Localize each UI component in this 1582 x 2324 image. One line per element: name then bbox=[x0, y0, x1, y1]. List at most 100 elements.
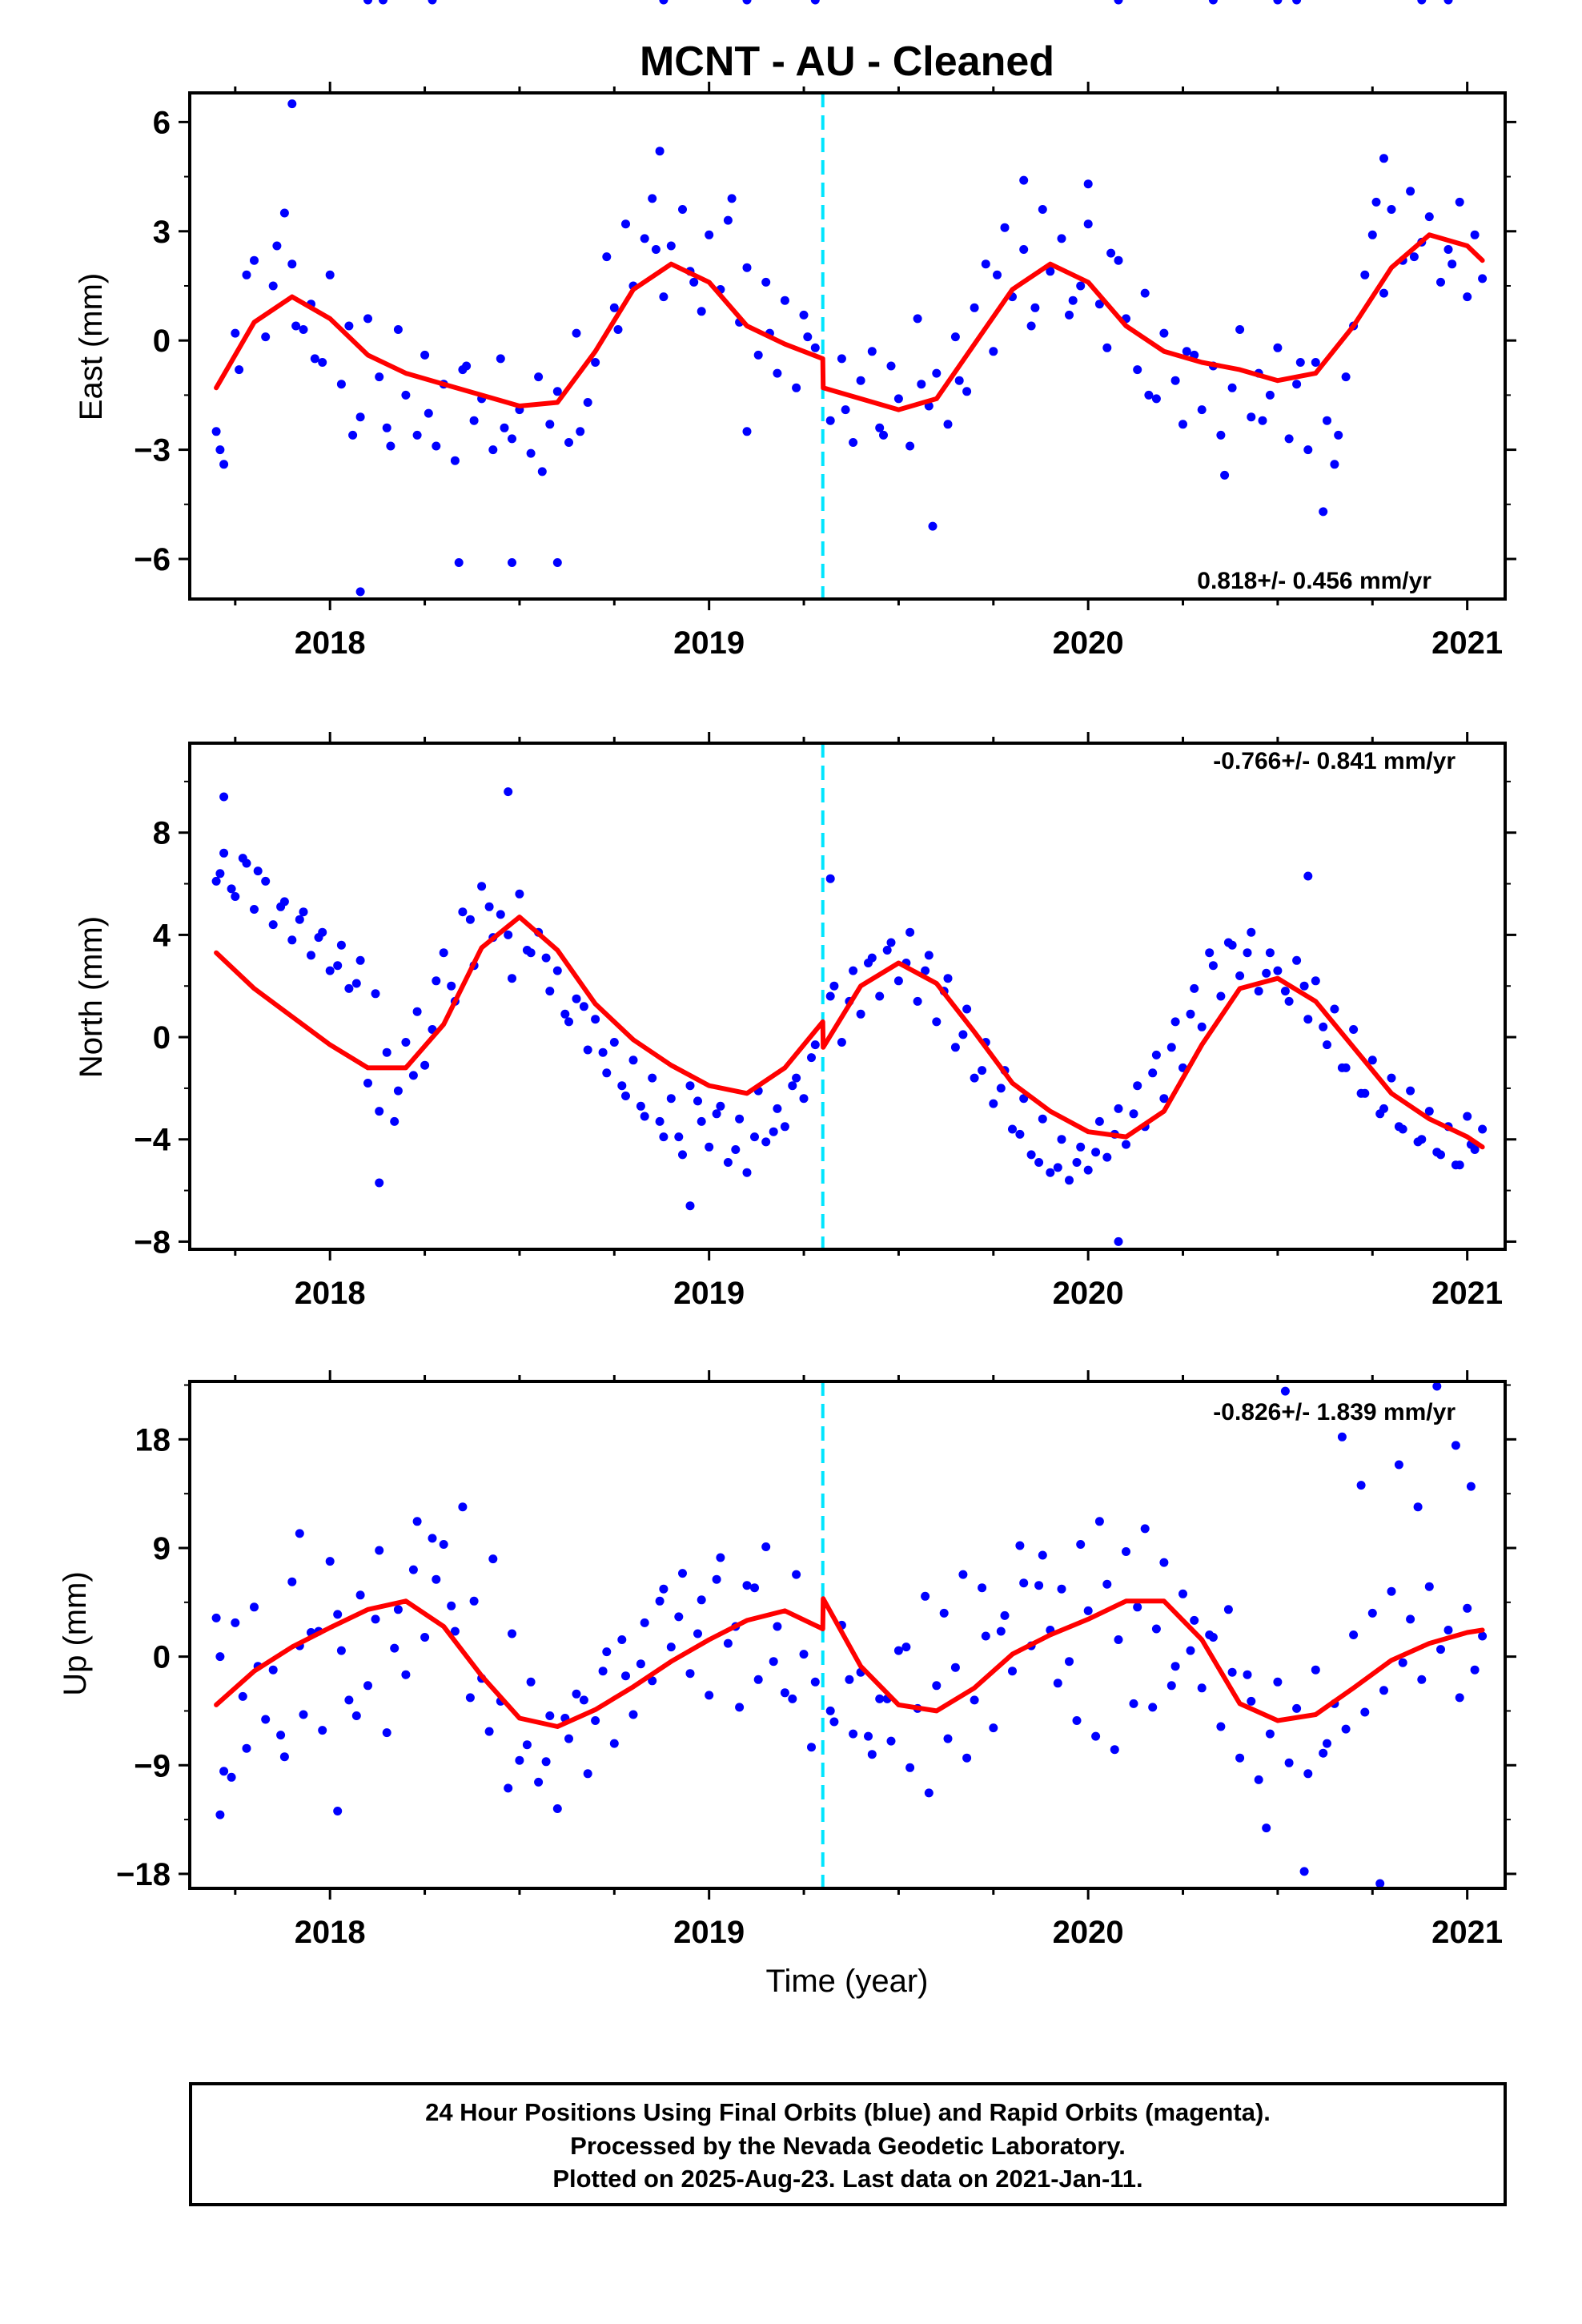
up-data-point bbox=[276, 1731, 286, 1740]
up-data-point bbox=[981, 1631, 990, 1641]
up-x-tick-label: 2019 bbox=[673, 1915, 745, 1950]
north-data-point bbox=[1330, 1004, 1339, 1014]
up-data-point bbox=[666, 1642, 676, 1652]
north-data-point bbox=[678, 1150, 687, 1160]
up-data-point bbox=[1394, 1460, 1403, 1470]
north-data-point bbox=[572, 994, 581, 1003]
up-data-point bbox=[1417, 0, 1427, 5]
north-data-point bbox=[636, 1101, 645, 1111]
north-data-point bbox=[515, 889, 524, 899]
east-data-point bbox=[552, 387, 562, 396]
east-data-point bbox=[1379, 154, 1388, 163]
east-data-point bbox=[1046, 267, 1055, 276]
north-data-point bbox=[579, 1002, 588, 1011]
north-data-point bbox=[950, 1043, 960, 1052]
east-data-point bbox=[761, 277, 771, 287]
north-data-point bbox=[693, 1096, 702, 1106]
east-x-tick-label: 2020 bbox=[1053, 625, 1124, 661]
east-data-point bbox=[1227, 383, 1237, 392]
east-data-point bbox=[875, 423, 885, 432]
x-axis-title: Time (year) bbox=[766, 1964, 929, 1999]
up-data-point bbox=[598, 1667, 608, 1676]
north-model-curve bbox=[214, 915, 1485, 1150]
north-data-point bbox=[1273, 966, 1283, 975]
north-data-point bbox=[1262, 968, 1271, 978]
up-data-point bbox=[1015, 1541, 1025, 1550]
up-data-point bbox=[450, 1626, 460, 1636]
east-data-point bbox=[678, 205, 687, 214]
east-data-point bbox=[1216, 430, 1226, 440]
east-data-point bbox=[526, 448, 536, 458]
east-data-point bbox=[1303, 445, 1313, 455]
east-data-point bbox=[879, 430, 888, 440]
north-data-point bbox=[1114, 1104, 1123, 1113]
up-data-point bbox=[1273, 1677, 1283, 1687]
up-data-point bbox=[901, 1642, 911, 1652]
north-data-point bbox=[268, 920, 278, 930]
north-data-point bbox=[219, 792, 229, 802]
east-data-point bbox=[613, 325, 623, 334]
east-data-point bbox=[462, 361, 472, 371]
up-data-point bbox=[355, 1590, 365, 1600]
east-x-tick-label: 2018 bbox=[295, 625, 366, 661]
east-data-point bbox=[1083, 179, 1093, 189]
east-data-point bbox=[773, 368, 782, 378]
east-data-point bbox=[1026, 321, 1036, 331]
north-data-point bbox=[1190, 983, 1199, 993]
up-data-point bbox=[761, 1542, 771, 1551]
up-data-point bbox=[363, 0, 372, 5]
up-data-point bbox=[541, 1757, 551, 1767]
up-data-point bbox=[845, 1675, 854, 1684]
east-data-point bbox=[424, 408, 433, 418]
north-data-point bbox=[545, 987, 555, 996]
east-data-point bbox=[1247, 412, 1256, 422]
east-data-point bbox=[913, 314, 922, 324]
up-data-point bbox=[1398, 1658, 1407, 1667]
footer-box: 24 Hour Positions Using Final Orbits (bl… bbox=[189, 2082, 1507, 2206]
east-data-point bbox=[1065, 310, 1074, 320]
up-data-point bbox=[825, 1706, 835, 1715]
north-data-point bbox=[628, 1055, 638, 1065]
east-data-point bbox=[363, 314, 372, 324]
east-data-point bbox=[412, 430, 422, 440]
north-data-point bbox=[375, 1178, 384, 1188]
east-data-point bbox=[291, 321, 301, 331]
up-data-point bbox=[522, 1740, 532, 1750]
up-data-point bbox=[1360, 1707, 1370, 1717]
east-data-point bbox=[1273, 343, 1283, 352]
north-data-point bbox=[458, 907, 468, 917]
north-data-point bbox=[609, 1038, 619, 1047]
east-data-point bbox=[235, 365, 244, 375]
up-data-point bbox=[648, 1676, 657, 1686]
up-data-point bbox=[242, 1743, 251, 1753]
east-data-point bbox=[742, 263, 752, 272]
north-data-point bbox=[788, 1081, 797, 1091]
north-data-point bbox=[792, 1073, 801, 1083]
north-data-point bbox=[769, 1127, 778, 1136]
up-data-point bbox=[469, 1596, 479, 1606]
north-data-point bbox=[697, 1116, 706, 1126]
north-data-point bbox=[375, 1107, 384, 1116]
north-data-point bbox=[962, 1004, 972, 1014]
north-data-point bbox=[1247, 927, 1256, 937]
east-data-point bbox=[837, 354, 846, 364]
up-data-point bbox=[640, 1618, 649, 1627]
north-data-point bbox=[371, 989, 380, 999]
up-data-point bbox=[333, 1610, 343, 1619]
north-data-point bbox=[1311, 976, 1320, 986]
north-y-tick-label: −8 bbox=[134, 1224, 171, 1260]
east-data-point bbox=[810, 343, 820, 352]
up-data-point bbox=[1053, 1679, 1062, 1688]
north-data-point bbox=[989, 1099, 998, 1108]
east-data-point bbox=[279, 208, 289, 218]
north-data-point bbox=[978, 1066, 987, 1076]
north-data-point bbox=[1076, 1142, 1086, 1152]
east-data-point bbox=[386, 441, 396, 451]
north-data-point bbox=[943, 974, 953, 983]
up-data-point bbox=[1190, 1615, 1199, 1625]
east-data-point bbox=[211, 427, 221, 436]
up-data-point bbox=[1216, 1722, 1226, 1731]
north-data-point bbox=[1122, 1140, 1130, 1149]
north-data-point bbox=[1057, 1135, 1066, 1144]
up-data-point bbox=[375, 1546, 384, 1555]
